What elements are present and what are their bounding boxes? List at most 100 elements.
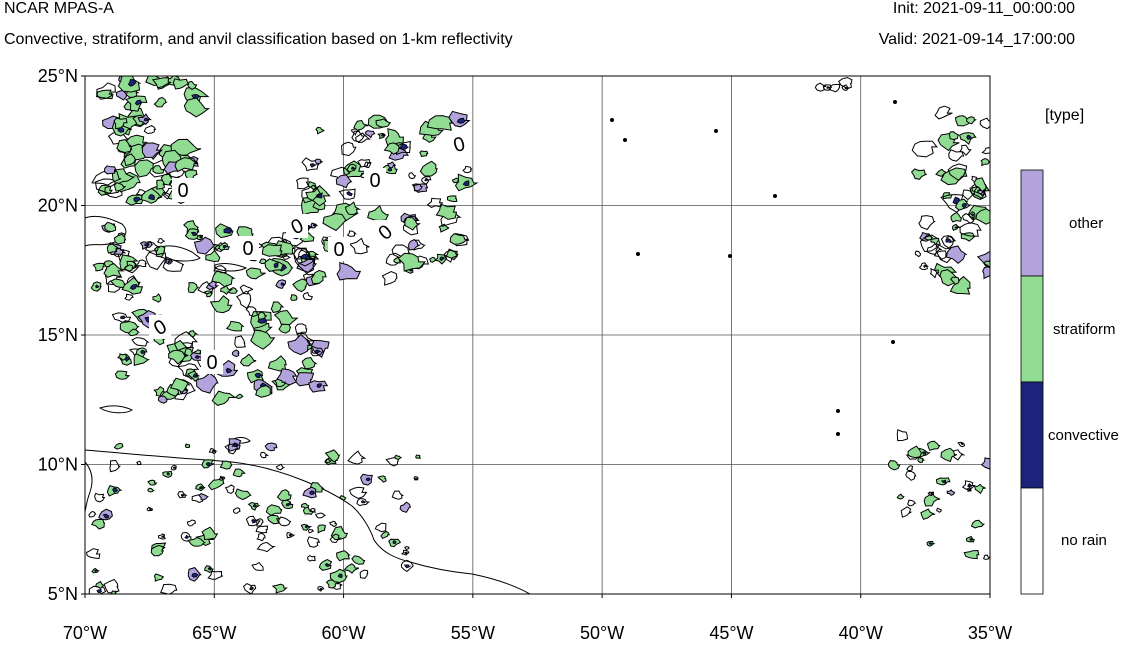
- rain-cell: [945, 245, 968, 264]
- rain-cell: [184, 443, 191, 449]
- rain-cell: [419, 160, 438, 177]
- rain-cell: [449, 233, 469, 245]
- rain-cell: [220, 284, 234, 296]
- convective-cell: [127, 78, 137, 87]
- rain-cell: [435, 203, 458, 220]
- valid-time: Valid: 2021-09-14_17:00:00: [878, 31, 1075, 48]
- rain-cell: [359, 569, 369, 579]
- lat-tick-label: 5°N: [48, 584, 78, 604]
- convective-cell: [161, 535, 165, 538]
- lon-tick-label: 40°W: [839, 623, 883, 641]
- convective-cell: [424, 177, 430, 182]
- rain-cell: [143, 125, 157, 135]
- rain-cell: [926, 440, 941, 451]
- plot-frame: [84, 75, 991, 595]
- rain-cell: [400, 559, 414, 573]
- rain-cell: [346, 230, 357, 237]
- rain-cell: [117, 353, 128, 361]
- rain-cell: [232, 468, 246, 478]
- rain-cell: [419, 150, 429, 157]
- rain-cell: [124, 293, 134, 301]
- rain-cell: [307, 555, 316, 562]
- legend-colorbar: [1020, 169, 1044, 595]
- rain-cell: [896, 493, 905, 500]
- rain-cell: [380, 530, 390, 540]
- rain-cell: [973, 177, 987, 193]
- rain-cell: [152, 165, 165, 174]
- rain-cell: [959, 144, 972, 156]
- rain-cell: [828, 83, 841, 93]
- rain-cell: [911, 140, 938, 158]
- lon-tick-label: 60°W: [321, 623, 365, 641]
- rain-cell: [324, 458, 333, 464]
- rain-cell: [145, 251, 167, 271]
- rain-cell: [338, 188, 356, 200]
- rain-cell: [940, 235, 957, 249]
- convective-cell: [129, 283, 139, 290]
- rain-cell: [153, 386, 165, 397]
- rain-cell: [103, 260, 114, 268]
- convective-cell: [249, 585, 255, 591]
- rain-cell: [245, 306, 259, 318]
- rain-cell: [131, 337, 150, 347]
- convective-cell: [205, 462, 212, 467]
- rain-cell: [207, 478, 225, 491]
- rain-cell: [317, 524, 326, 534]
- rain-cell: [451, 177, 460, 184]
- rain-cell: [265, 504, 283, 516]
- rain-cell: [152, 293, 162, 303]
- rain-cell: [211, 390, 237, 406]
- lon-tick-label: 70°W: [63, 623, 107, 641]
- rain-cell: [172, 78, 189, 90]
- rain-cell: [245, 267, 266, 280]
- rain-cell: [339, 494, 347, 501]
- convective-cell: [120, 315, 127, 320]
- rain-cell: [935, 168, 949, 177]
- rain-cell: [940, 447, 958, 463]
- rain-cell: [183, 97, 211, 118]
- lon-tick-label: 50°W: [580, 623, 624, 641]
- rain-cell: [134, 259, 147, 268]
- rain-cell: [91, 519, 105, 530]
- rain-cell: [201, 526, 219, 541]
- rain-cell: [348, 237, 370, 255]
- rain-cell: [413, 476, 419, 481]
- rain-cell: [462, 165, 473, 174]
- rain-cell: [329, 533, 342, 544]
- convective-cell: [439, 256, 445, 261]
- graticule: [81, 75, 991, 598]
- rain-cell: [274, 378, 287, 388]
- rain-cell: [946, 489, 956, 496]
- contour-label: 0: [206, 352, 217, 374]
- rain-cell: [375, 118, 392, 128]
- rain-cell: [979, 117, 990, 130]
- legend-swatch: [1020, 169, 1044, 277]
- rain-cell: [111, 312, 132, 323]
- rain-cell: [264, 442, 278, 452]
- contour-label: 0: [369, 170, 380, 192]
- convective-cell: [380, 133, 385, 137]
- contour-label: 0: [242, 238, 253, 260]
- contour-label-bg: [328, 237, 350, 261]
- rain-cell: [841, 84, 850, 92]
- rain-cell: [246, 369, 264, 384]
- rain-cell: [123, 260, 140, 274]
- convective-cell: [346, 190, 354, 197]
- speck: [836, 409, 840, 413]
- init-time: Init: 2021-09-11_00:00:00: [892, 0, 1075, 17]
- speck: [728, 254, 732, 258]
- rain-cell: [317, 586, 325, 592]
- rain-cell: [930, 237, 940, 246]
- rain-cell: [169, 377, 191, 394]
- convective-cell: [198, 486, 204, 490]
- rain-cell: [88, 510, 97, 518]
- rain-cell: [111, 168, 136, 186]
- legend-title: [type]: [1045, 107, 1085, 124]
- convective-cell: [134, 99, 143, 106]
- rain-cell: [298, 249, 312, 260]
- rain-cell: [404, 216, 422, 231]
- rain-cell: [962, 189, 975, 201]
- speck: [893, 100, 897, 104]
- rain-cell: [114, 370, 131, 380]
